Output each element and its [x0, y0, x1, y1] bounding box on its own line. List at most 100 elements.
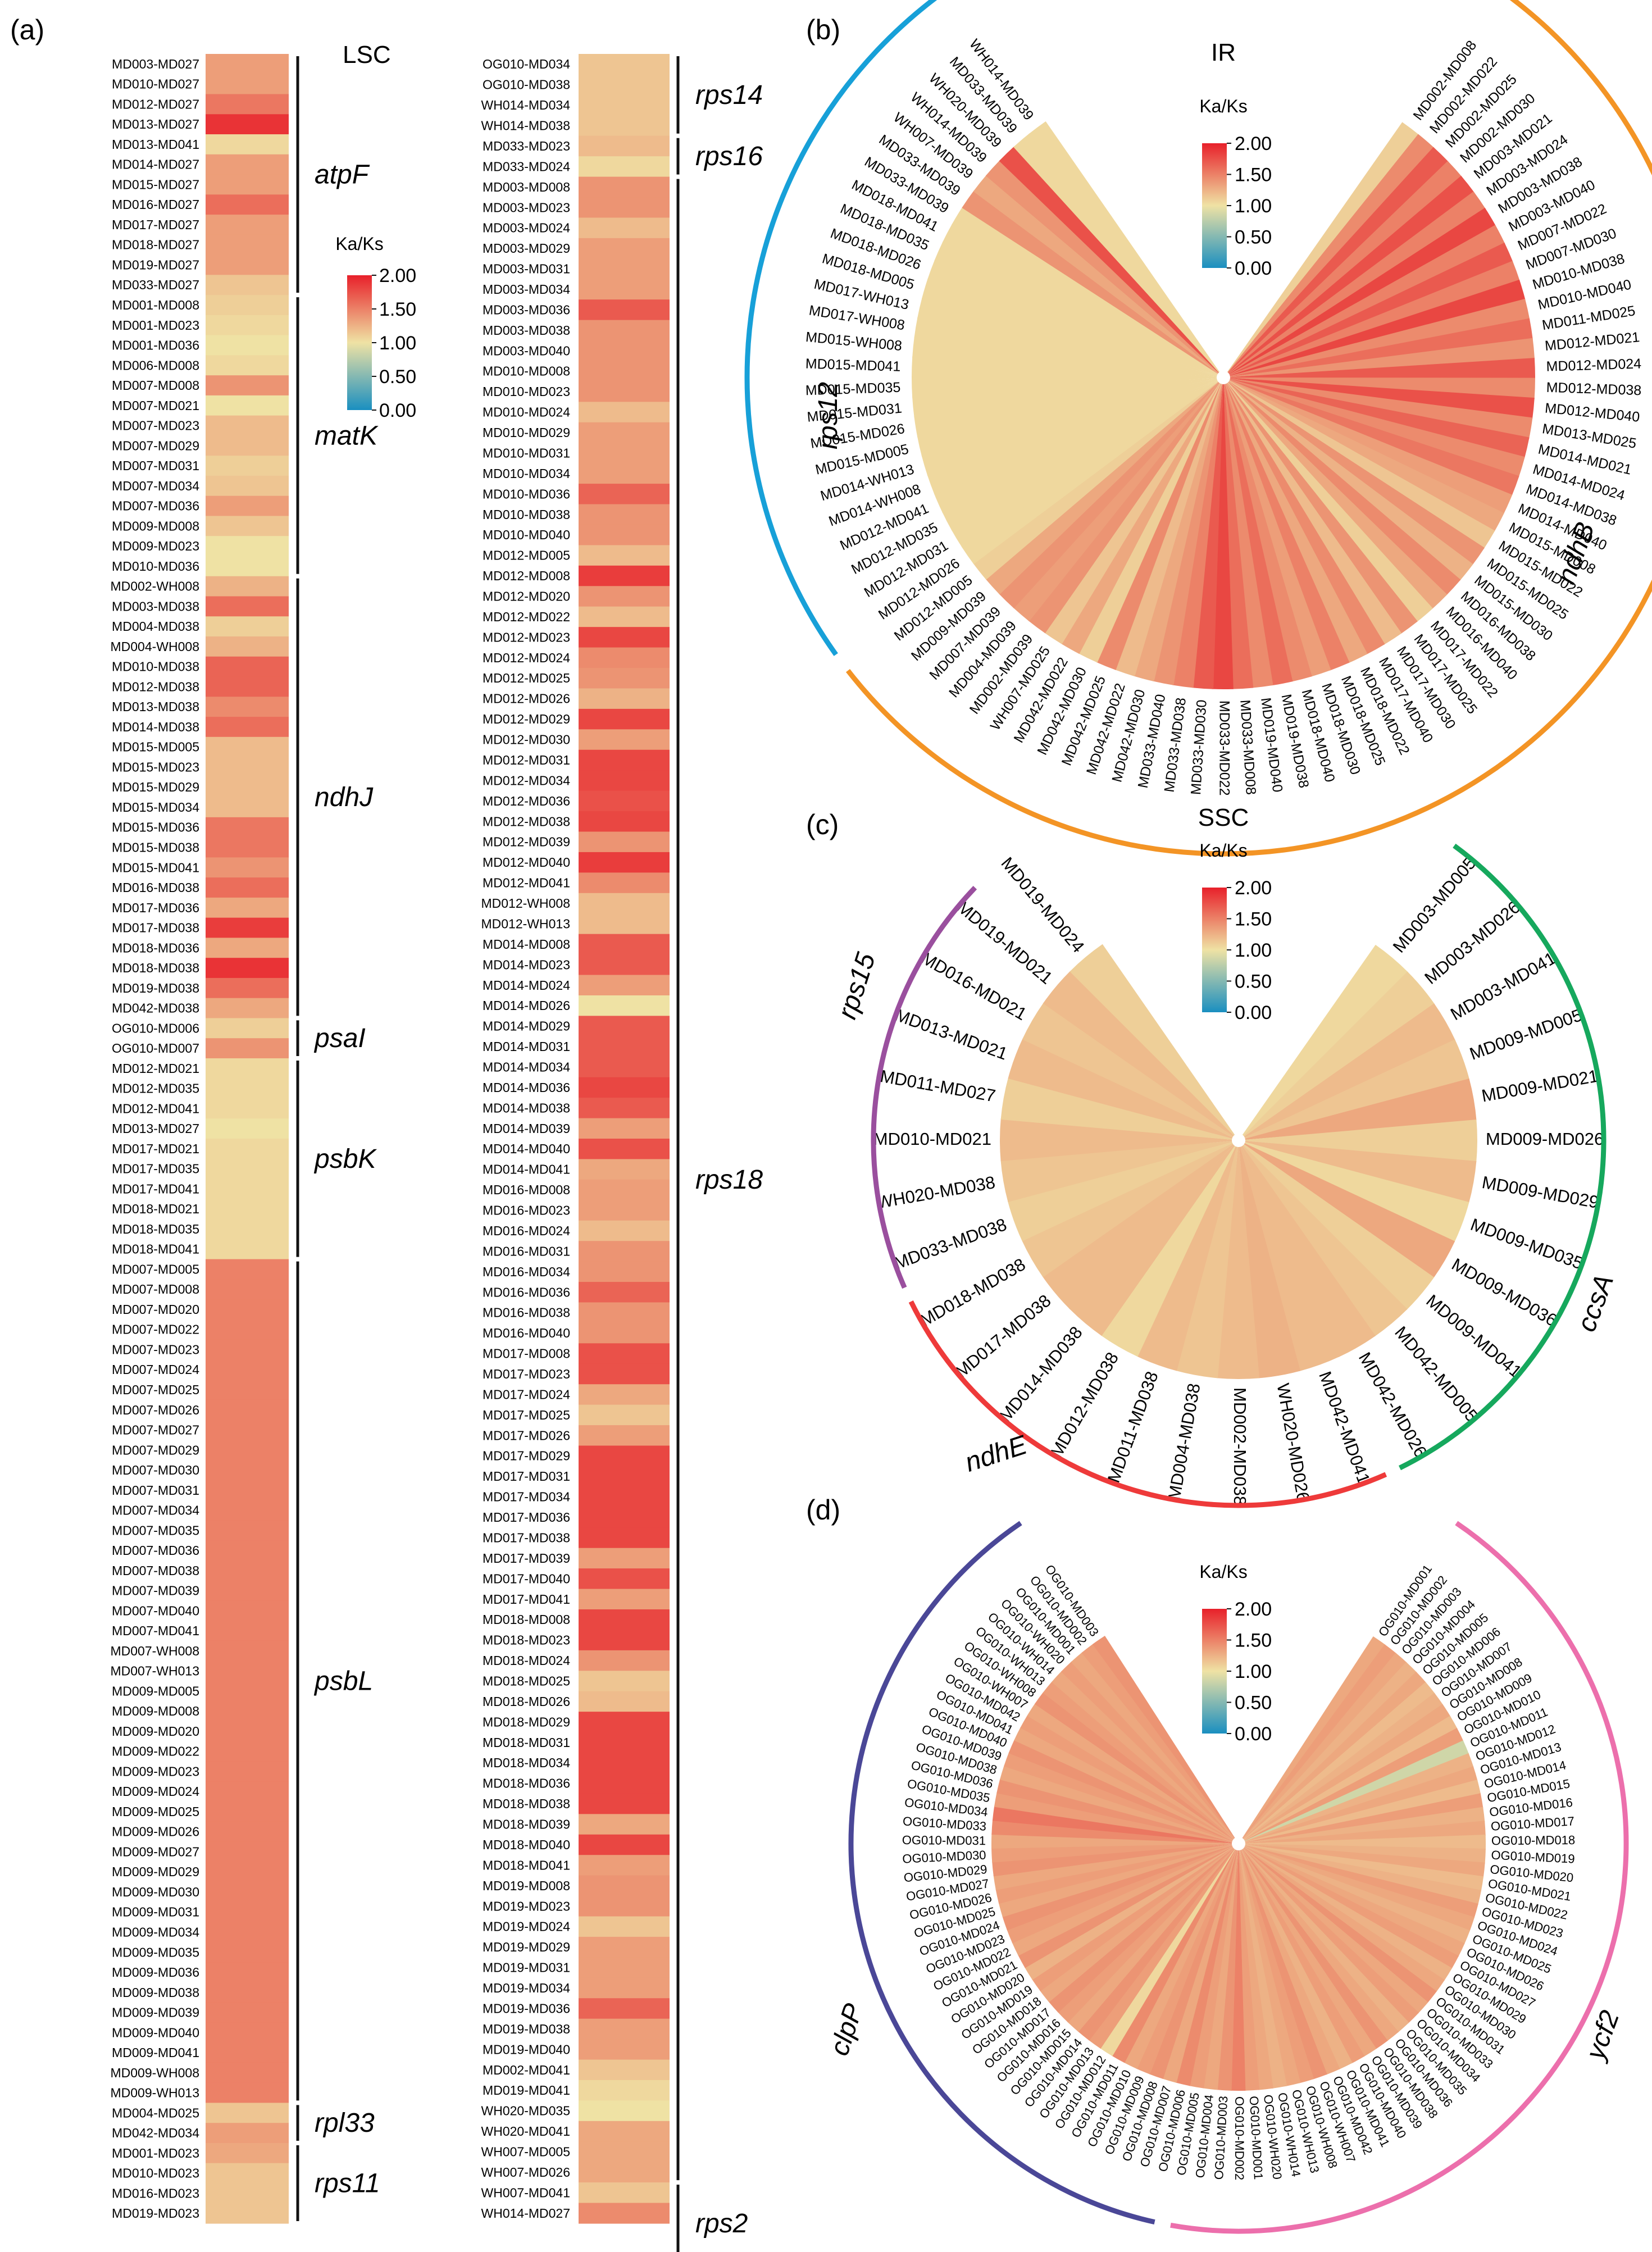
sector-cell	[1223, 377, 1504, 532]
sector-cell	[1133, 377, 1223, 682]
sector-cell	[1239, 1140, 1340, 1371]
heatmap-cell	[579, 1404, 670, 1426]
sector-cell	[1223, 377, 1312, 682]
panel-a-label: (a)	[10, 14, 44, 46]
row-label: MD007-MD036	[112, 499, 199, 513]
heatmap-cell	[206, 857, 289, 878]
row-label: MD010-MD038	[112, 659, 199, 674]
sector-cell	[1223, 191, 1486, 377]
row-label: MD004-WH008	[111, 639, 200, 654]
heatmap-cell	[206, 2142, 289, 2164]
row-label: MD018-MD038	[483, 1796, 570, 1811]
sector-cell	[1013, 133, 1223, 377]
sector-cell	[1239, 1844, 1327, 2080]
heatmap-cell	[206, 74, 289, 95]
heatmap-cell	[206, 1520, 289, 1541]
heatmap-cell	[206, 1942, 289, 1963]
heatmap-cell	[206, 1339, 289, 1360]
heatmap-cell	[206, 315, 289, 336]
colorbar	[1202, 1609, 1227, 1734]
sector-label: MD010-MD021	[873, 1129, 991, 1149]
heatmap-cell	[579, 340, 670, 362]
sector-cell	[934, 241, 1223, 377]
row-label: MD042-MD038	[112, 1001, 199, 1016]
sector-label: MD012-MD040	[1544, 400, 1640, 425]
heatmap-cell	[206, 676, 289, 697]
row-label: MD006-MD008	[112, 358, 199, 372]
heatmap-cell	[579, 2182, 670, 2204]
heatmap-cell	[579, 1691, 670, 1712]
row-label: MD014-MD008	[483, 937, 570, 952]
heatmap-cell	[579, 1630, 670, 1651]
row-label: MD018-MD036	[483, 1776, 570, 1791]
heatmap-cell	[206, 2022, 289, 2043]
heatmap-cell	[206, 1038, 289, 1059]
heatmap-cell	[206, 495, 289, 517]
sector-label: MD042-MD041	[1315, 1369, 1374, 1486]
sector-cell	[972, 377, 1223, 580]
sector-label: WH020-MD026	[1273, 1382, 1313, 1503]
row-label: MD009-MD022	[112, 1744, 199, 1759]
sector-cell	[1008, 1038, 1239, 1140]
heatmap-cell	[579, 115, 670, 137]
heatmap-cell	[206, 757, 289, 777]
row-label: MD018-MD038	[112, 961, 199, 975]
heatmap-cell	[206, 1239, 289, 1260]
sector-label: MD009-MD021	[1480, 1066, 1600, 1106]
sector-cell	[1099, 1844, 1239, 2057]
row-label: MD009-MD036	[112, 1965, 199, 1980]
sector-cell	[1239, 1119, 1477, 1162]
heatmap-cell	[206, 1118, 289, 1139]
heatmap-cell	[579, 1875, 670, 1896]
row-label: MD010-MD008	[483, 364, 570, 379]
sector-label: MD015-WH008	[805, 329, 903, 354]
heatmap-cell	[206, 1580, 289, 1602]
heatmap-cell	[579, 1302, 670, 1323]
row-label: MD017-MD038	[112, 921, 199, 935]
center-dot	[1217, 371, 1230, 384]
row-label: WH007-MD041	[481, 2185, 571, 2200]
heatmap-cell	[579, 2018, 670, 2040]
heatmap-cell	[206, 1058, 289, 1079]
heatmap-cell	[206, 234, 289, 256]
row-label: MD003-MD024	[483, 221, 570, 235]
row-label: MD015-MD023	[112, 759, 199, 774]
heatmap-cell	[579, 1568, 670, 1590]
heatmap-cell	[579, 893, 670, 914]
heatmap-cell	[206, 596, 289, 617]
row-label: WH020-MD041	[481, 2124, 571, 2139]
colorbar-tick-label: 0.50	[1235, 971, 1272, 993]
heatmap-cell	[579, 852, 670, 873]
row-label: MD016-MD024	[483, 1223, 570, 1238]
heatmap-cell	[206, 1801, 289, 1822]
gene-arc	[871, 885, 977, 1289]
colorbar-title: Ka/Ks	[1199, 1562, 1247, 1582]
row-label: MD012-MD038	[483, 814, 570, 829]
heatmap-cell	[206, 897, 289, 918]
gene-arc	[744, 0, 938, 656]
row-label: MD004-MD025	[112, 2105, 199, 2120]
sector-cell	[1096, 377, 1223, 670]
row-label: MD016-MD038	[483, 1305, 570, 1320]
heatmap-cell	[579, 1936, 670, 1958]
row-label: MD013-MD038	[112, 699, 199, 714]
sector-cell	[1176, 1140, 1239, 1379]
heatmap-cell	[206, 556, 289, 577]
row-label: MD012-MD041	[112, 1101, 199, 1116]
row-label: MD003-MD029	[483, 241, 570, 256]
heatmap-cell	[206, 1199, 289, 1220]
row-label: MD003-MD034	[483, 282, 570, 297]
sector-cell	[1034, 1691, 1239, 1844]
gene-label: psaI	[313, 1023, 366, 1053]
row-label: MD012-MD031	[483, 753, 570, 767]
heatmap-cell	[579, 1261, 670, 1282]
heatmap-cell	[206, 1781, 289, 1802]
panel-c-title: SSC	[1198, 804, 1249, 831]
row-label: MD012-MD025	[483, 671, 570, 685]
row-label: MD017-MD035	[112, 1162, 199, 1176]
heatmap-cell	[206, 1540, 289, 1561]
heatmap-cell	[579, 94, 670, 116]
sector-cell	[1223, 377, 1513, 515]
row-label: MD007-MD021	[112, 398, 199, 413]
sector-cell	[921, 278, 1223, 377]
